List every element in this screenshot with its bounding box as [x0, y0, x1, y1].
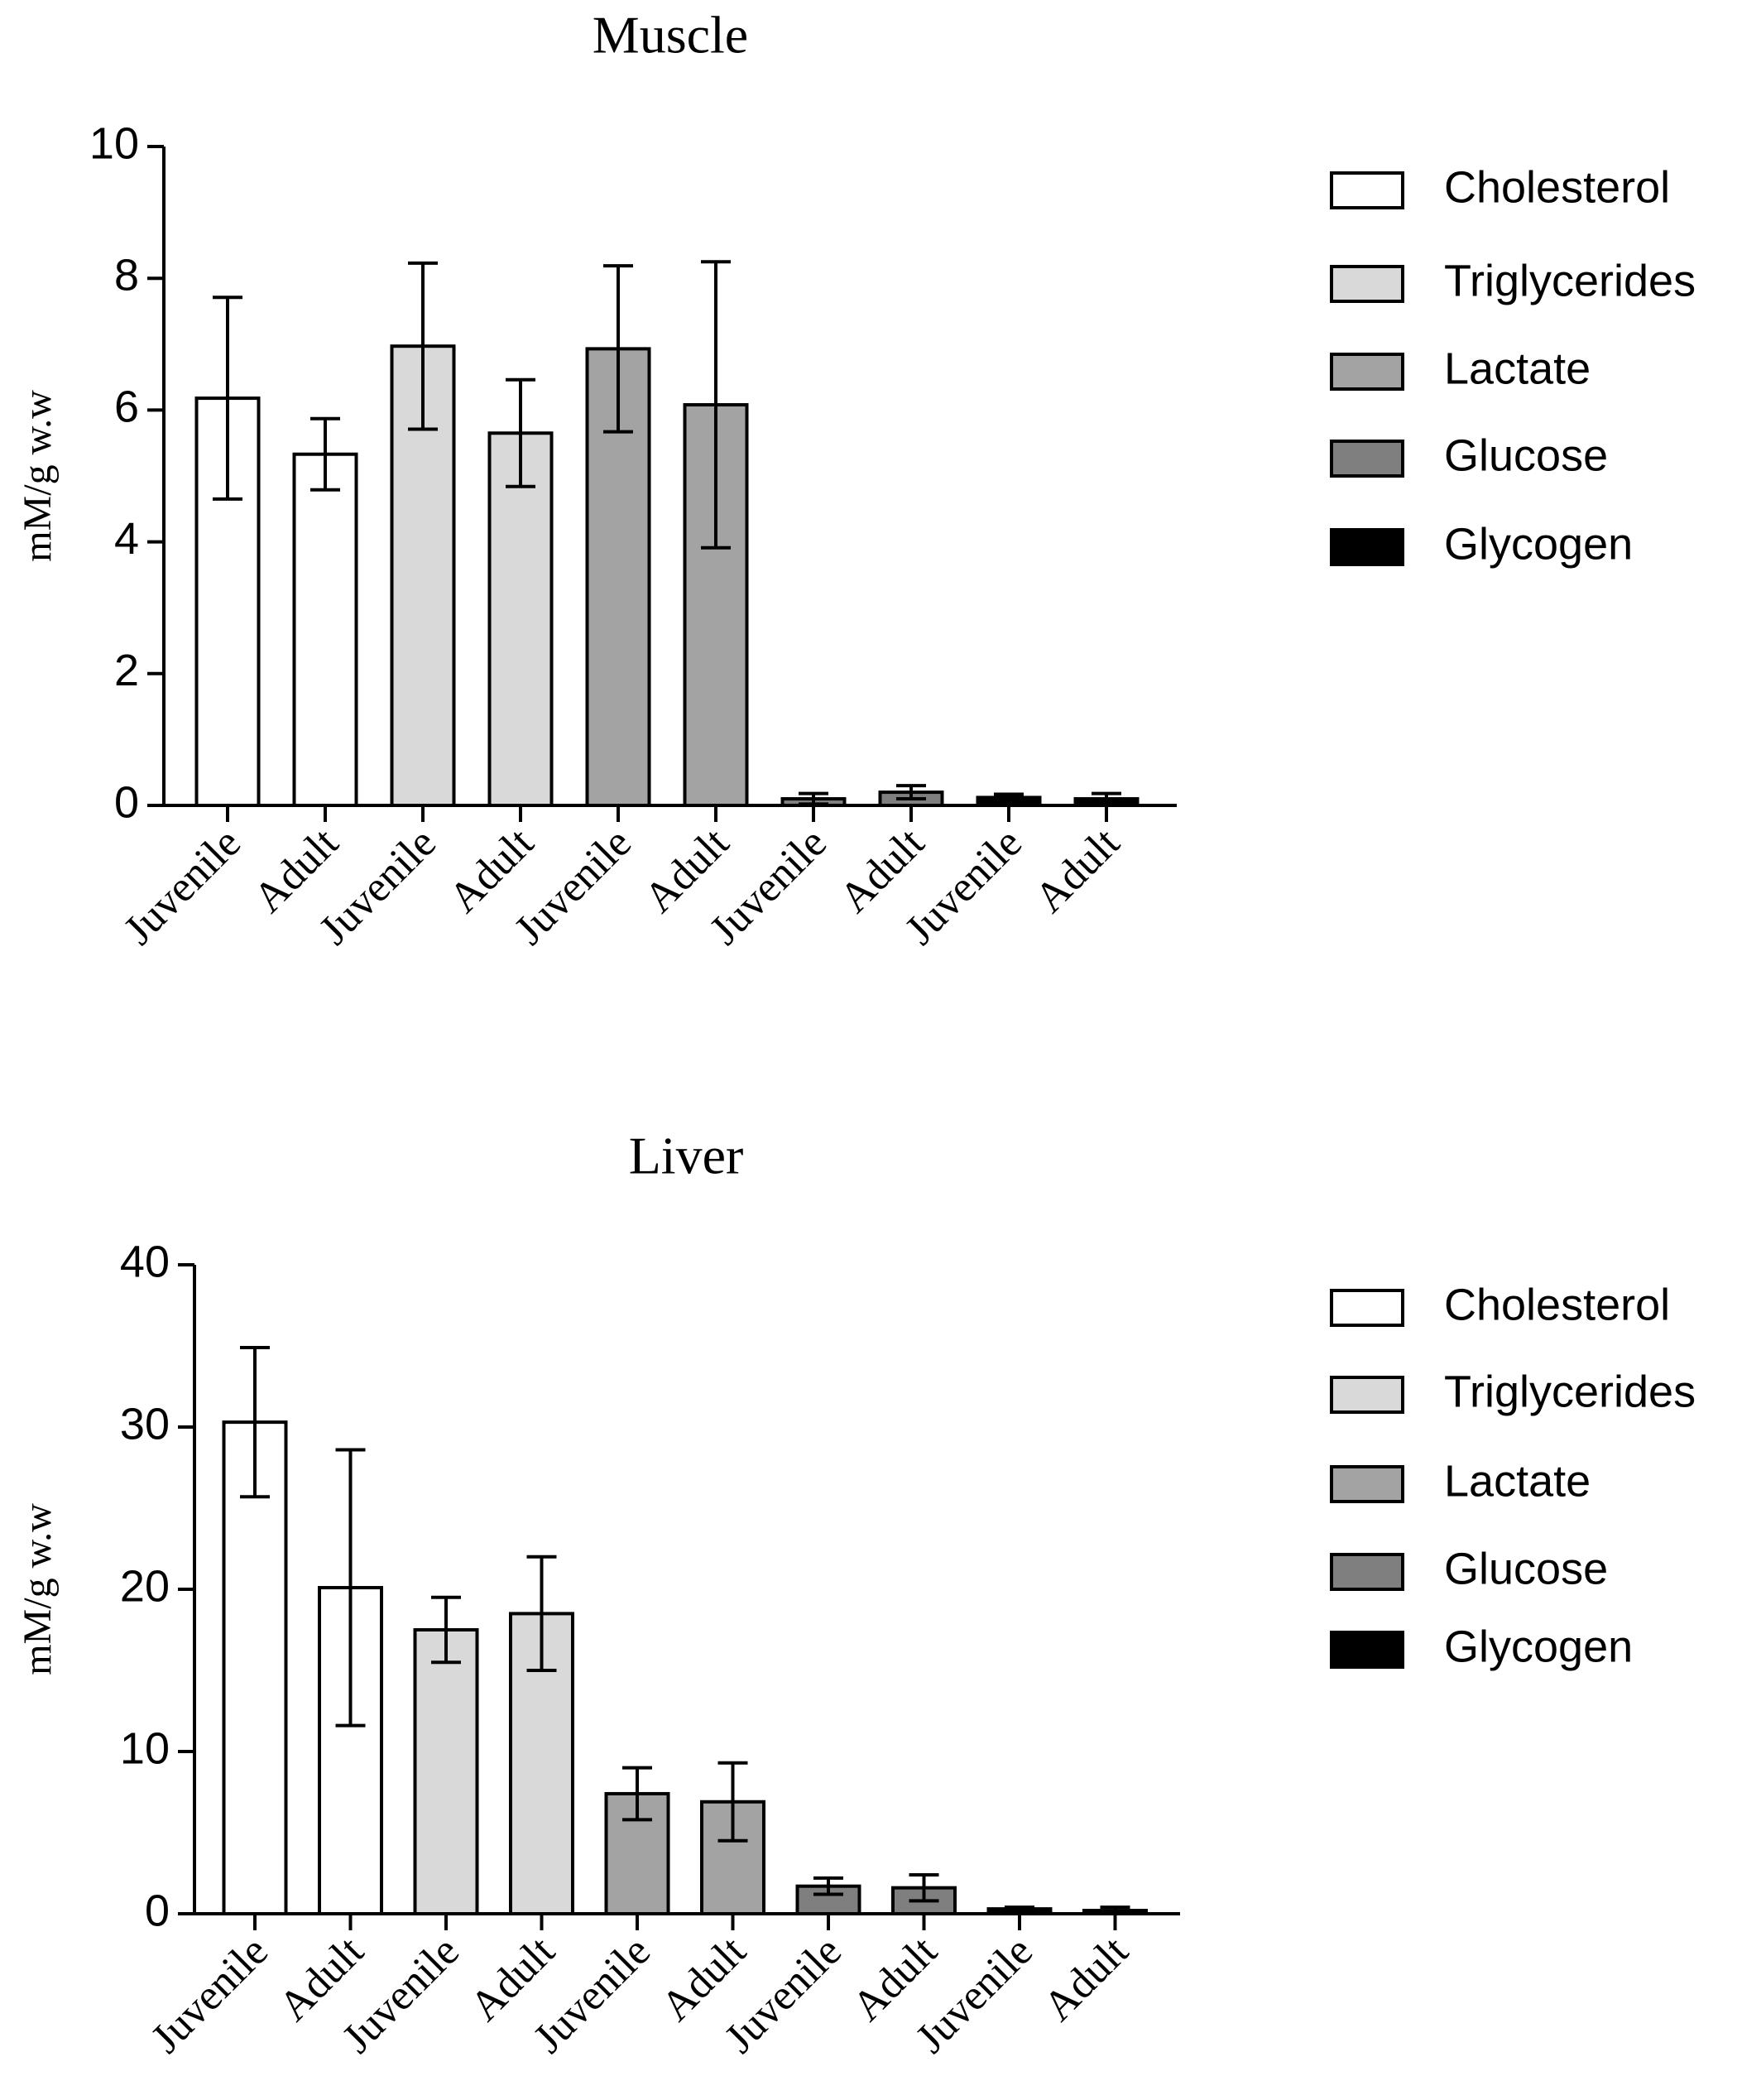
- y-tick-label: 20: [120, 1561, 170, 1611]
- error-bar: [335, 1448, 366, 1728]
- y-tick-label: 40: [120, 1237, 170, 1286]
- error-bar: [310, 416, 340, 492]
- error-bar: [526, 1555, 557, 1672]
- y-axis-label: mM/g w.w: [16, 390, 60, 562]
- error-bar: [1092, 791, 1121, 806]
- x-tick-label: Adult: [1034, 1927, 1137, 2030]
- error-bar: [799, 791, 828, 806]
- chart-title: Liver: [629, 1127, 744, 1185]
- legend-swatch: [1330, 1553, 1404, 1591]
- error-bar: [717, 1761, 748, 1843]
- error-bar: [240, 1345, 270, 1499]
- legend-label: Cholesterol: [1444, 162, 1670, 212]
- x-tick-label: Adult: [1026, 819, 1129, 921]
- legend-swatch: [1330, 1465, 1404, 1503]
- x-tick-label: Juvenile: [115, 819, 250, 954]
- error-bar: [622, 1766, 652, 1822]
- error-bar: [213, 296, 242, 501]
- error-bar: [909, 1872, 939, 1903]
- legend-swatch: [1330, 440, 1404, 478]
- y-tick-label: 6: [114, 382, 139, 432]
- error-bar: [431, 1595, 461, 1665]
- y-tick-label: 0: [145, 1886, 170, 1935]
- legend-swatch: [1330, 1289, 1404, 1327]
- legend-swatch: [1330, 1376, 1404, 1414]
- bar: [487, 431, 554, 807]
- legend-swatch: [1330, 171, 1404, 209]
- bar: [292, 452, 358, 807]
- error-bar: [408, 261, 438, 431]
- legend-label: Triglycerides: [1444, 1367, 1696, 1416]
- y-tick-label: 4: [114, 514, 139, 564]
- legend-label: Glycogen: [1444, 519, 1633, 569]
- bar: [413, 1628, 479, 1915]
- error-bar: [896, 784, 926, 801]
- y-tick-label: 8: [114, 250, 139, 300]
- y-tick-label: 2: [114, 646, 139, 695]
- legend-label: Glucose: [1444, 430, 1608, 480]
- legend-swatch: [1330, 353, 1404, 391]
- legend-label: Glucose: [1444, 1544, 1608, 1593]
- chart-title: Muscle: [593, 6, 748, 65]
- x-tick-label: Juvenile: [142, 1928, 277, 2063]
- legend-swatch: [1330, 528, 1404, 566]
- legend-label: Lactate: [1444, 1456, 1591, 1506]
- legend-label: Lactate: [1444, 344, 1591, 393]
- legend-label: Glycogen: [1444, 1622, 1633, 1671]
- error-bar: [701, 260, 731, 550]
- y-tick-label: 10: [120, 1723, 170, 1773]
- y-tick-label: 30: [120, 1399, 170, 1449]
- y-axis-label: mM/g w.w: [16, 1503, 60, 1675]
- legend-label: Cholesterol: [1444, 1280, 1670, 1329]
- error-bar: [813, 1876, 843, 1896]
- legend-swatch: [1330, 1631, 1404, 1669]
- y-tick-label: 10: [89, 118, 139, 168]
- legend-swatch: [1330, 265, 1404, 303]
- error-bar: [1005, 1905, 1034, 1913]
- legend-label: Triglycerides: [1444, 256, 1696, 305]
- error-bar: [603, 264, 633, 434]
- error-bar: [506, 377, 535, 488]
- y-tick-label: 0: [114, 777, 139, 827]
- error-bar: [994, 792, 1024, 803]
